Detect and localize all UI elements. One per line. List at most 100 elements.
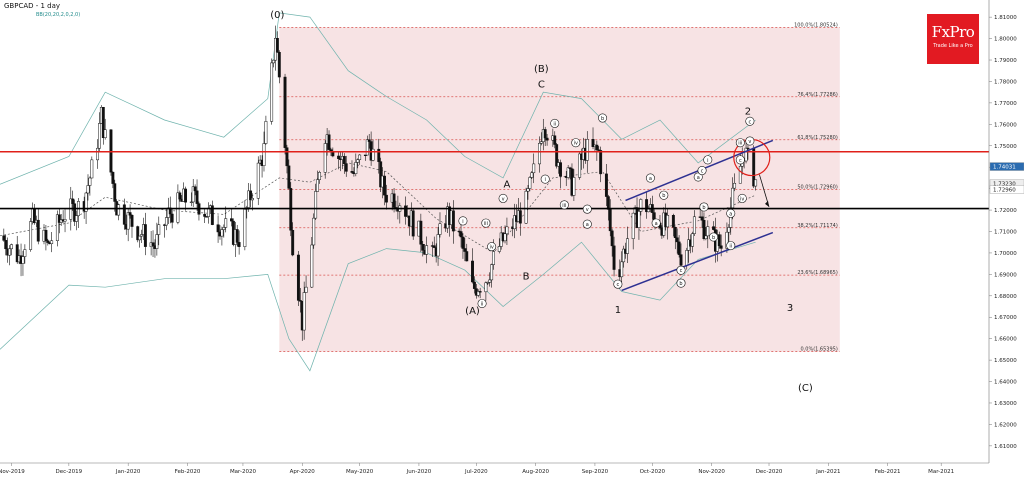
candle-body bbox=[490, 264, 494, 281]
candle-body bbox=[419, 220, 423, 245]
wave-marker bbox=[559, 200, 569, 210]
y-tick-label: 1.63000 bbox=[994, 401, 1017, 407]
candle-body bbox=[610, 230, 614, 247]
candle-body bbox=[184, 188, 188, 203]
price-tag-label: 1.74031 bbox=[993, 165, 1016, 171]
candle-body bbox=[727, 227, 731, 233]
wave-marker bbox=[726, 208, 736, 218]
y-tick-label: 1.68000 bbox=[994, 294, 1017, 300]
candle-body bbox=[438, 223, 442, 235]
candle-body bbox=[719, 245, 723, 249]
candle-body bbox=[285, 147, 289, 167]
candle-body bbox=[647, 208, 650, 213]
wave-label: ii bbox=[481, 301, 484, 307]
candle-body bbox=[318, 172, 321, 180]
candle-body bbox=[4, 240, 8, 250]
y-tick-label: 1.78000 bbox=[994, 79, 1017, 85]
wave-label: v bbox=[748, 139, 751, 145]
candle-body bbox=[98, 123, 101, 149]
candle-body bbox=[692, 216, 696, 234]
candle-body bbox=[528, 177, 532, 189]
bollinger-band-upper bbox=[0, 12, 756, 185]
candle-body bbox=[358, 154, 362, 160]
candle-body bbox=[503, 233, 507, 242]
candle-body bbox=[230, 218, 233, 222]
candle-body bbox=[731, 187, 735, 209]
candle-body bbox=[109, 129, 113, 173]
candle-body bbox=[543, 129, 547, 139]
candle-body bbox=[671, 215, 675, 228]
candle-body bbox=[96, 147, 100, 161]
fibonacci-label: 0.0%(1.65395) bbox=[801, 347, 838, 353]
candle-body bbox=[706, 226, 710, 237]
candle-body bbox=[249, 190, 253, 201]
wave-label: c bbox=[701, 169, 704, 175]
candle-body bbox=[486, 282, 490, 284]
wave-label: iv bbox=[740, 196, 744, 202]
candle-body bbox=[637, 211, 641, 228]
candle-body bbox=[459, 231, 463, 238]
y-tick-label: 1.79000 bbox=[994, 58, 1017, 64]
x-tick-label: Mar-2021 bbox=[928, 469, 954, 475]
price-tag bbox=[989, 185, 1024, 194]
candle-body bbox=[205, 216, 209, 218]
y-tick-label: 1.72000 bbox=[994, 208, 1017, 214]
y-tick-label: 1.71000 bbox=[994, 230, 1017, 236]
wave-label: (0) bbox=[270, 10, 284, 21]
x-tick-label: Apr-2020 bbox=[290, 469, 316, 475]
candle-body bbox=[463, 248, 467, 252]
candle-body bbox=[277, 52, 281, 78]
wave-label: iii bbox=[562, 203, 566, 209]
candle-body bbox=[57, 214, 61, 223]
logo-tagline: Trade Like a Pro bbox=[933, 43, 973, 49]
candle-body bbox=[103, 129, 107, 139]
candle-body bbox=[704, 235, 708, 239]
wave-label: b bbox=[662, 193, 665, 199]
x-tick-label: Jun-2020 bbox=[406, 469, 432, 475]
candle-body bbox=[128, 212, 132, 216]
candle-body bbox=[639, 199, 643, 212]
candle-body bbox=[191, 186, 195, 203]
wave-marker bbox=[498, 193, 508, 203]
candle-body bbox=[237, 242, 241, 247]
wave-marker bbox=[703, 155, 713, 165]
candle-body bbox=[626, 238, 629, 254]
candle-body bbox=[10, 244, 13, 250]
candle-body bbox=[677, 241, 681, 255]
candle-body bbox=[84, 192, 88, 212]
wave-label: a bbox=[655, 221, 658, 227]
candle-body bbox=[568, 167, 572, 169]
candle-body bbox=[539, 141, 543, 144]
candle-body bbox=[354, 162, 358, 174]
candle-body bbox=[645, 199, 649, 213]
candle-body bbox=[316, 179, 320, 192]
x-tick-label: May-2020 bbox=[346, 469, 374, 475]
wave-label: iv bbox=[489, 245, 493, 251]
candle-body bbox=[291, 229, 295, 256]
candle-body bbox=[44, 229, 48, 241]
candle-body bbox=[310, 244, 314, 288]
candle-body bbox=[88, 177, 92, 186]
candle-body bbox=[612, 245, 616, 270]
candle-body bbox=[101, 106, 105, 139]
candle-body bbox=[631, 212, 635, 239]
x-tick-label: Nov-2020 bbox=[698, 469, 725, 475]
bollinger-band-middle bbox=[0, 162, 756, 254]
candle-body bbox=[505, 226, 509, 235]
candle-body bbox=[754, 179, 758, 187]
candle-body bbox=[298, 300, 302, 302]
wave-marker bbox=[550, 118, 560, 128]
candle-body bbox=[572, 177, 576, 196]
candle-body bbox=[384, 194, 388, 203]
candle-body bbox=[151, 242, 155, 246]
wave-label: b bbox=[712, 235, 715, 241]
wave-marker bbox=[481, 218, 491, 228]
wave-label: i bbox=[707, 158, 708, 164]
candle-body bbox=[36, 219, 40, 242]
candle-body bbox=[595, 144, 599, 151]
candle-body bbox=[666, 215, 670, 228]
candle-body bbox=[136, 226, 140, 241]
candle-body bbox=[337, 155, 341, 159]
candle-body bbox=[513, 215, 517, 230]
